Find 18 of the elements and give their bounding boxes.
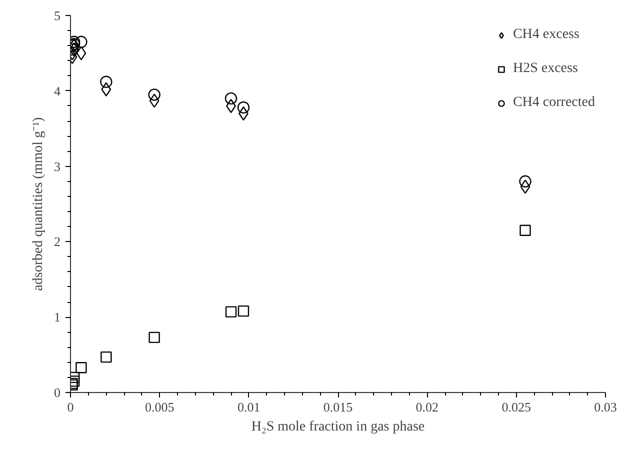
x-tick-label: 0.005 (145, 400, 174, 414)
x-tick-label: 0.015 (323, 400, 353, 414)
x-tick-label: 0.025 (502, 400, 531, 414)
x-tick-label: 0.03 (594, 400, 617, 414)
x-axis-title: H₂S mole fraction in gas phase (251, 420, 425, 434)
legend-label: CH4 excess (512, 27, 580, 43)
y-tick-label: 5 (54, 8, 60, 23)
y-tick-label: 0 (54, 385, 60, 400)
y-tick-label: 4 (54, 83, 61, 98)
y-tick-label: 1 (54, 310, 60, 325)
x-tick-label: 0 (67, 400, 74, 414)
y-tick-label: 2 (54, 234, 60, 250)
legend-label: CH4 corrected (512, 95, 595, 111)
y-axis-title: adsorbed quantities (mmol g⁻¹) (31, 116, 46, 291)
x-tick-label: 0.01 (237, 400, 260, 414)
x-tick-label: 0.02 (416, 400, 439, 414)
y-tick-label: 3 (54, 158, 60, 174)
legend-label: H2S excess (512, 61, 578, 77)
